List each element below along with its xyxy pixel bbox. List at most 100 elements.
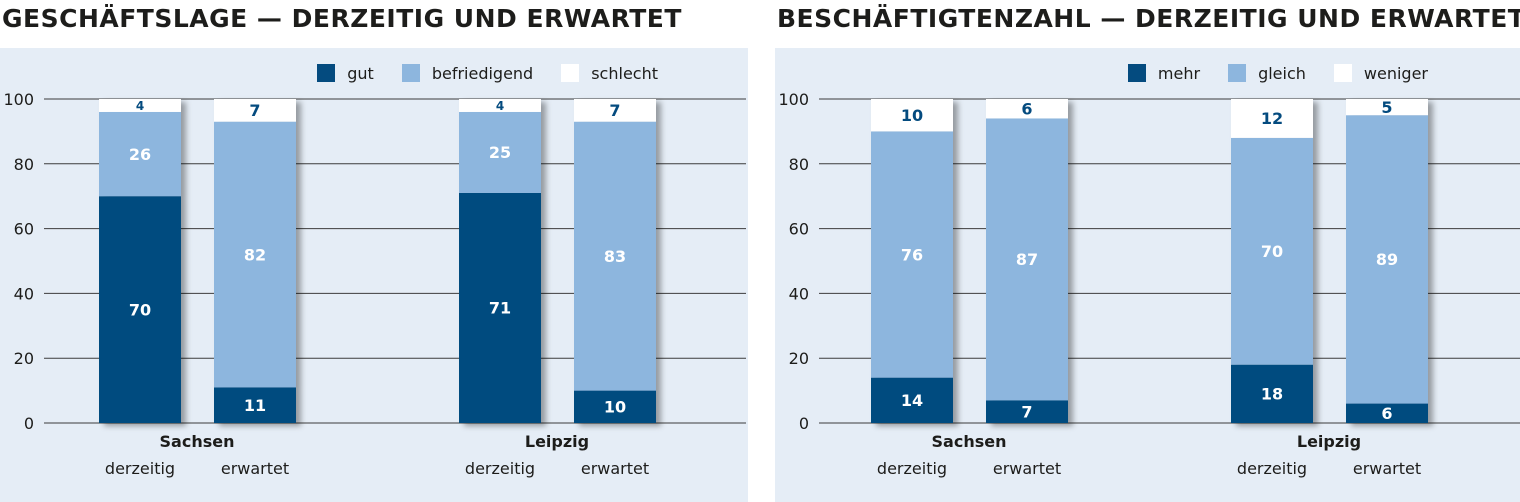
data-label: 11: [244, 396, 266, 415]
y-tick-label: 60: [789, 220, 809, 239]
chart-title: GESCHÄFTSLAGE — DERZEITIG UND ERWARTET: [2, 4, 682, 33]
bar-segment-weniger: [871, 99, 953, 132]
bar-segment-weniger: [986, 99, 1068, 119]
category-label: erwartet: [993, 459, 1061, 478]
bar-segment-gleich: [1231, 137, 1313, 365]
data-label: 18: [1261, 385, 1283, 404]
y-tick-label: 80: [789, 155, 809, 174]
legend-item-weniger: weniger: [1333, 63, 1428, 83]
legend-swatch-schlecht: [561, 64, 580, 82]
data-label: 82: [244, 245, 266, 264]
data-label: 70: [1261, 242, 1283, 261]
category-label: erwartet: [1353, 459, 1421, 478]
group-label: Leipzig: [525, 432, 589, 451]
y-tick-label: 100: [3, 90, 34, 109]
bar-segment-schlecht: [99, 99, 181, 112]
legend-label-gut: gut: [347, 63, 374, 83]
bar-segment-gleich: [1346, 115, 1428, 404]
legend-label-schlecht: schlecht: [591, 63, 658, 83]
bar-segment-befriedigend: [459, 111, 541, 193]
y-tick-label: 60: [14, 220, 34, 239]
bar-segment-mehr: [986, 400, 1068, 423]
category-label: derzeitig: [877, 459, 947, 478]
data-label: 71: [489, 299, 511, 318]
stacked-bar: [871, 99, 953, 423]
data-label: 87: [1016, 250, 1038, 269]
group-label: Leipzig: [1297, 432, 1361, 451]
bar-segment-gut: [99, 196, 181, 423]
legend-swatch-gut: [317, 64, 336, 82]
data-label: 6: [1021, 99, 1032, 118]
category-label: derzeitig: [465, 459, 535, 478]
data-label: 70: [129, 300, 151, 319]
stacked-bar: [214, 99, 296, 423]
group-label: Sachsen: [932, 432, 1007, 451]
data-label: 83: [604, 247, 626, 266]
y-tick-label: 80: [14, 155, 34, 174]
bar-segment-befriedigend: [574, 121, 656, 391]
legend-swatch-weniger: [1333, 64, 1352, 82]
stacked-bar: [99, 99, 181, 423]
bar-segment-gut: [459, 192, 541, 423]
stacked-bar: [1231, 99, 1313, 423]
y-tick-label: 0: [799, 414, 809, 433]
category-label: erwartet: [221, 459, 289, 478]
bar-segment-mehr: [1346, 403, 1428, 423]
stacked-bar: [574, 99, 656, 423]
bar-segment-befriedigend: [214, 121, 296, 388]
chart-plot-area: 0 20 40 60 80 100 70 26 4 11 82 7 71 25 4 10 83 7 Sachsen d…: [3, 90, 746, 478]
data-label: 4: [496, 99, 504, 113]
legend-item-mehr: mehr: [1127, 63, 1201, 83]
legend-swatch-mehr: [1127, 64, 1146, 82]
legend-label-gleich: gleich: [1258, 63, 1306, 83]
bar-segment-gleich: [986, 118, 1068, 401]
y-tick-label: 40: [14, 284, 34, 303]
category-label: derzeitig: [1237, 459, 1307, 478]
y-tick-label: 0: [24, 414, 34, 433]
data-label: 12: [1261, 109, 1283, 128]
data-label: 6: [1381, 404, 1392, 423]
bar-segment-befriedigend: [99, 111, 181, 197]
data-label: 25: [489, 143, 511, 162]
data-label: 10: [604, 398, 626, 417]
data-label: 14: [901, 391, 923, 410]
bar-segment-gut: [214, 387, 296, 423]
chart-legend: gut befriedigend schlecht: [317, 62, 658, 84]
bar-segment-gleich: [871, 131, 953, 378]
bar-segment-schlecht: [214, 99, 296, 122]
bar-segment-mehr: [1231, 364, 1313, 423]
bar-segment-weniger: [1346, 99, 1428, 116]
category-label: derzeitig: [105, 459, 175, 478]
legend-swatch-gleich: [1228, 64, 1247, 82]
data-label: 5: [1381, 98, 1392, 117]
y-tick-label: 100: [778, 90, 809, 109]
legend-item-befriedigend: befriedigend: [401, 63, 534, 83]
stacked-bar: [459, 99, 541, 423]
stacked-bar: [1346, 99, 1428, 423]
group-label: Sachsen: [160, 432, 235, 451]
legend-item-schlecht: schlecht: [561, 64, 658, 83]
legend-swatch-befriedigend: [401, 64, 420, 82]
legend-item-gut: gut: [317, 64, 374, 83]
data-label: 26: [129, 145, 151, 164]
chart-legend: mehr gleich weniger: [1127, 62, 1428, 84]
y-tick-label: 20: [14, 349, 34, 368]
data-label: 10: [901, 106, 923, 125]
legend-label-mehr: mehr: [1157, 63, 1201, 83]
data-label: 7: [1021, 402, 1032, 421]
data-label: 7: [609, 101, 620, 120]
stacked-bar: [986, 99, 1068, 423]
legend-label-befriedigend: befriedigend: [431, 63, 534, 83]
legend-label-weniger: weniger: [1363, 63, 1428, 83]
chart-title: BESCHÄFTIGTENZAHL — DERZEITIG UND ERWART…: [777, 4, 1520, 33]
data-label: 89: [1376, 250, 1398, 269]
bar-segment-gut: [574, 390, 656, 423]
y-tick-label: 20: [789, 349, 809, 368]
data-label: 4: [136, 99, 144, 113]
bar-segment-schlecht: [574, 99, 656, 122]
bar-segment-weniger: [1231, 99, 1313, 138]
data-label: 7: [249, 101, 260, 120]
data-label: 76: [901, 245, 923, 264]
chart-plot-area: 0 20 40 60 80 100 14 76 10 7 87 6 18 70 12 6 89 5 Sachsen d…: [778, 90, 1520, 478]
bar-segment-mehr: [871, 377, 953, 423]
